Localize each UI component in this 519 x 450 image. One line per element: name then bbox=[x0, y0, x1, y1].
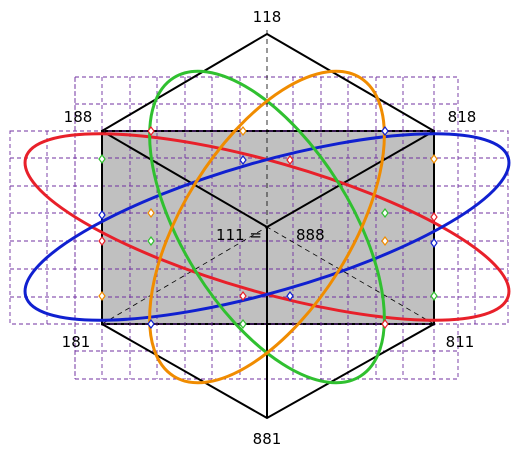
label-upper-left: 188 bbox=[64, 108, 93, 126]
label-lower-right: 811 bbox=[446, 333, 475, 351]
marker-blue bbox=[430, 238, 438, 248]
grid-frame-wide bbox=[9, 130, 509, 325]
hidden-edge-left bbox=[101, 226, 268, 325]
marker-red bbox=[98, 236, 106, 246]
vertex-labels: 118 188 818 111 = 888 181 811 881 bbox=[62, 8, 477, 448]
marker-blue bbox=[381, 126, 389, 136]
label-bottom: 881 bbox=[253, 430, 282, 448]
label-upper-right: 818 bbox=[448, 108, 477, 126]
ellipse-blue bbox=[23, 132, 511, 322]
edge-188-center bbox=[101, 130, 268, 228]
marker-red bbox=[381, 319, 389, 329]
ellipse-green bbox=[148, 69, 386, 385]
marker-red bbox=[430, 212, 438, 222]
marker-green bbox=[381, 208, 389, 218]
center-dashed-lines bbox=[101, 30, 435, 418]
marker-green bbox=[147, 236, 155, 246]
marker-blue bbox=[147, 319, 155, 329]
marker-orange bbox=[98, 291, 106, 301]
marker-green bbox=[98, 154, 106, 164]
intersection-markers bbox=[98, 126, 438, 329]
marker-red bbox=[239, 291, 247, 301]
marker-blue bbox=[286, 291, 294, 301]
label-center-left: 111 = bbox=[216, 226, 262, 244]
marker-orange bbox=[239, 126, 247, 136]
ellipse-red bbox=[23, 132, 511, 322]
marker-orange bbox=[430, 154, 438, 164]
dashed-grid bbox=[9, 76, 509, 380]
marker-green bbox=[239, 319, 247, 329]
cube-edges bbox=[101, 32, 435, 420]
marker-red bbox=[147, 126, 155, 136]
marker-orange bbox=[381, 236, 389, 246]
ellipse-orange bbox=[148, 69, 386, 385]
marker-red bbox=[286, 155, 294, 165]
label-top: 118 bbox=[253, 8, 282, 26]
ellipses bbox=[23, 69, 511, 385]
marker-orange bbox=[147, 208, 155, 218]
label-lower-left: 181 bbox=[62, 333, 91, 351]
marker-green bbox=[430, 291, 438, 301]
marker-blue bbox=[98, 210, 106, 220]
edge-818-center bbox=[266, 130, 435, 228]
marker-blue bbox=[239, 155, 247, 165]
label-center-right: 888 bbox=[296, 226, 325, 244]
